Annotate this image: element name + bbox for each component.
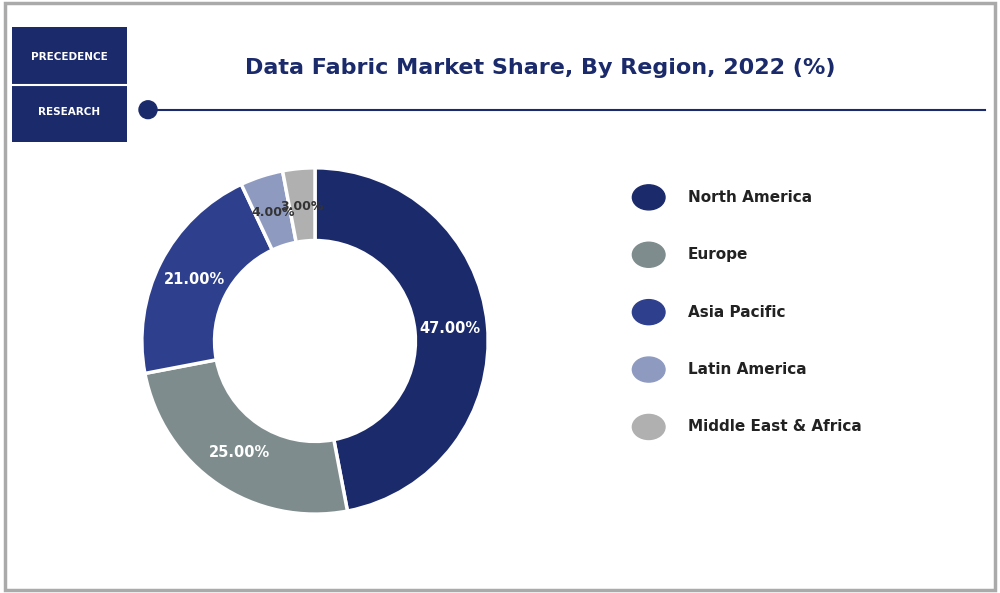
Wedge shape — [283, 168, 315, 243]
Text: Latin America: Latin America — [688, 362, 806, 377]
Circle shape — [632, 185, 665, 210]
Text: Asia Pacific: Asia Pacific — [688, 305, 785, 320]
Text: 3.00%: 3.00% — [281, 200, 324, 213]
Wedge shape — [142, 184, 272, 374]
Text: 25.00%: 25.00% — [208, 445, 270, 460]
Text: PRECEDENCE: PRECEDENCE — [31, 52, 108, 62]
Circle shape — [632, 299, 665, 325]
Text: North America: North America — [688, 190, 812, 205]
Wedge shape — [315, 168, 488, 511]
Text: 4.00%: 4.00% — [252, 206, 295, 219]
Text: 47.00%: 47.00% — [419, 321, 480, 336]
Circle shape — [632, 242, 665, 267]
Text: Data Fabric Market Share, By Region, 2022 (%): Data Fabric Market Share, By Region, 202… — [245, 58, 835, 78]
Wedge shape — [145, 360, 347, 514]
Circle shape — [632, 415, 665, 439]
Text: Europe: Europe — [688, 247, 748, 262]
Text: 21.00%: 21.00% — [164, 272, 225, 287]
Text: RESEARCH: RESEARCH — [38, 107, 101, 117]
Wedge shape — [241, 171, 296, 250]
Circle shape — [632, 357, 665, 382]
Text: Middle East & Africa: Middle East & Africa — [688, 419, 862, 435]
